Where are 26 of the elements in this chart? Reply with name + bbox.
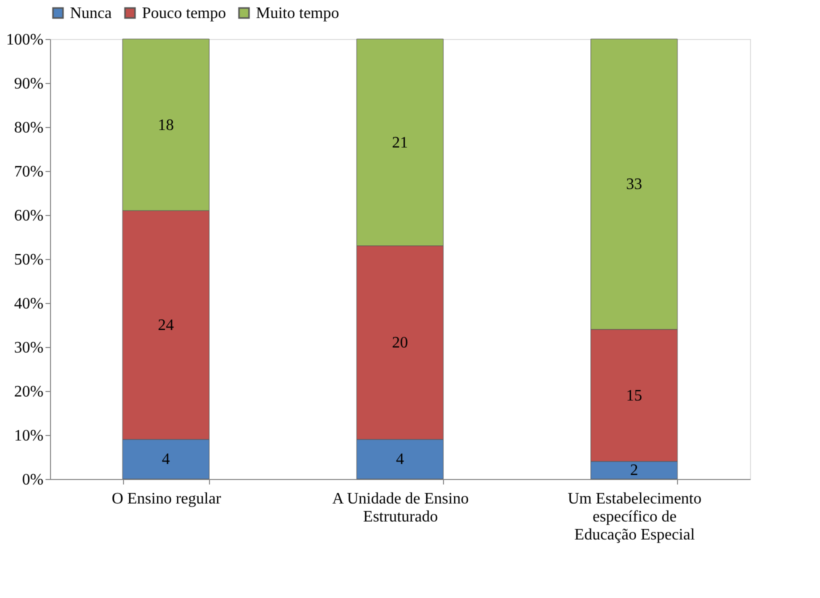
- legend-label: Pouco tempo: [142, 5, 226, 22]
- y-tick-label: 90%: [14, 76, 44, 92]
- legend-label: Muito tempo: [256, 5, 340, 22]
- y-tick-label: 70%: [14, 164, 44, 180]
- y-tick-label: 20%: [14, 384, 44, 400]
- y-tick-label: 60%: [14, 208, 44, 224]
- annotation: 4: [162, 451, 170, 468]
- y-tick-label: 0%: [22, 472, 44, 488]
- y-tick-label: 50%: [14, 252, 44, 268]
- x-tick-label: A Unidade de Ensino Estruturado: [332, 490, 469, 526]
- annotation: 20: [392, 334, 408, 352]
- y-tick-label: 80%: [14, 120, 44, 136]
- x-tick-label: Um Estabelecimento específico de Educação Especial: [568, 490, 702, 544]
- annotation: 15: [626, 387, 642, 404]
- y-tick-label: 10%: [14, 428, 44, 444]
- annotation: 33: [626, 176, 642, 194]
- y-tick-label: 40%: [14, 296, 44, 312]
- annotation: 4: [396, 451, 404, 468]
- y-tick-label: 100%: [6, 32, 44, 48]
- annotation: 2: [630, 462, 638, 480]
- x-tick-label: O Ensino regular: [112, 490, 222, 508]
- y-tick-label: 30%: [14, 340, 44, 356]
- annotation: 21: [392, 134, 408, 152]
- annotation: 24: [158, 317, 174, 334]
- legend-label: Nunca: [70, 5, 112, 22]
- annotation: 18: [158, 116, 174, 134]
